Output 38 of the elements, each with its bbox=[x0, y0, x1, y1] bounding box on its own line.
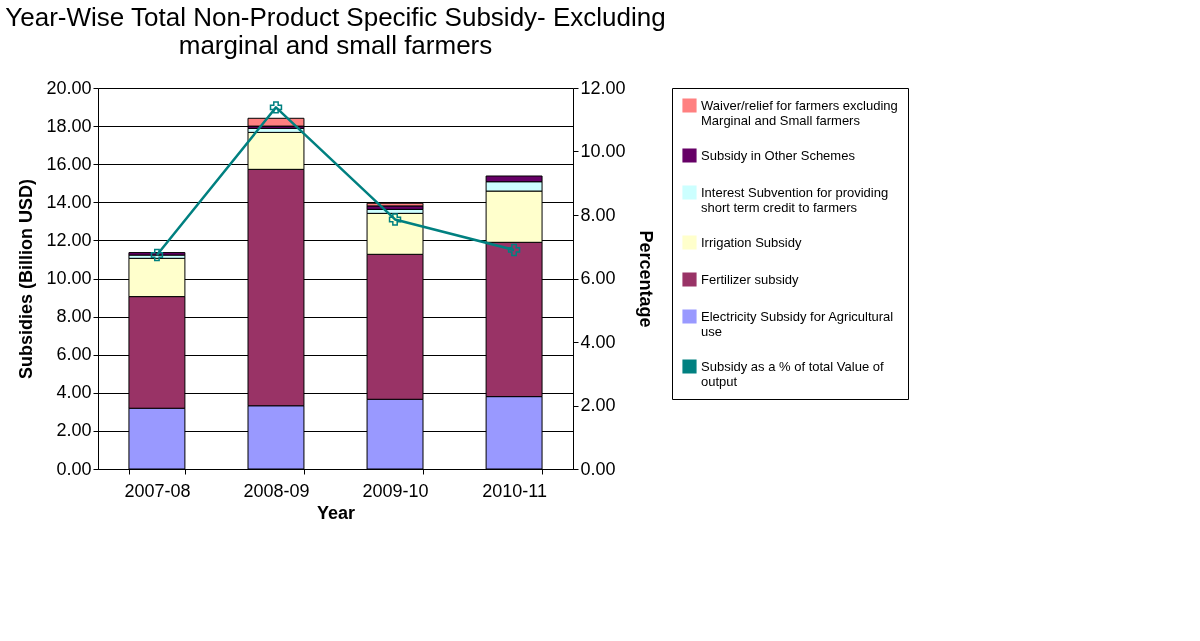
y-tick-label: 2.00 bbox=[56, 420, 92, 441]
x-tick-label: 2009-10 bbox=[362, 480, 429, 501]
legend-label: Electricity Subsidy for Agricultural use bbox=[701, 308, 894, 339]
legend-label: Subsidy in Other Schemes bbox=[701, 147, 856, 163]
y-tick-label: 14.00 bbox=[46, 191, 92, 212]
y2-axis-title: Percentage bbox=[635, 230, 656, 328]
x-tick-label: 2007-08 bbox=[124, 480, 191, 501]
y-tick-label: 20.00 bbox=[46, 77, 92, 98]
y-tick-label: 4.00 bbox=[56, 382, 92, 403]
point bbox=[150, 248, 164, 262]
x-tick-label: 2010-11 bbox=[482, 480, 547, 501]
y-tick-label: 10.00 bbox=[46, 268, 92, 288]
y2-tick-label: 10.00 bbox=[580, 141, 626, 161]
y2-tick-label: 6.00 bbox=[580, 268, 616, 288]
x-tick-label: 2008-09 bbox=[243, 480, 310, 501]
y2-tick-label: 8.00 bbox=[580, 204, 616, 225]
y-tick-label: 8.00 bbox=[56, 306, 92, 327]
legend-label: Subsidy as a % of total Value of output bbox=[701, 358, 884, 389]
legend-label: Interest Subvention for providing short term credit to farmers bbox=[701, 184, 889, 215]
x-axis-title: Year bbox=[316, 502, 356, 523]
y2-tick-label: 12.00 bbox=[580, 77, 626, 98]
point bbox=[507, 243, 521, 257]
legend-label: Irrigation Subsidy bbox=[701, 234, 802, 250]
y2-tick-label: 0.00 bbox=[580, 458, 616, 479]
legend-label: Waiver/relief for farmers excluding Marginal and Small farmers bbox=[701, 97, 898, 128]
y-tick-label: 16.00 bbox=[46, 153, 92, 174]
legend-label: Fertilizer subsidy bbox=[701, 271, 800, 287]
point bbox=[388, 213, 402, 226]
y-tick-label: 12.00 bbox=[46, 229, 92, 250]
y-axis-title: Subsidies (Billion USD) bbox=[16, 178, 37, 380]
y-tick-label: 6.00 bbox=[56, 344, 92, 365]
y-tick-label: 0.00 bbox=[56, 458, 92, 479]
y-tick-label: 18.00 bbox=[46, 115, 92, 136]
y2-tick-label: 4.00 bbox=[580, 331, 616, 352]
point bbox=[269, 101, 283, 114]
text: Year-Wise Total Non-Product Specific Subsidy- Excluding bbox=[5, 2, 666, 32]
y2-tick-label: 2.00 bbox=[580, 395, 616, 415]
text: marginal and small farmers bbox=[178, 30, 493, 60]
